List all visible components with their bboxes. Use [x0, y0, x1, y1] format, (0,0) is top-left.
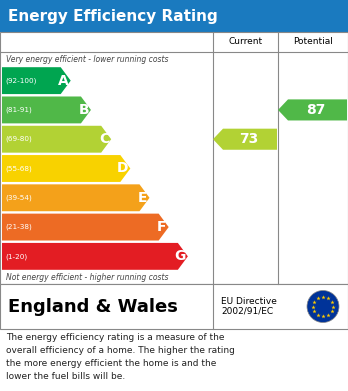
Bar — [0, 0, 348, 32]
Polygon shape — [2, 155, 130, 182]
Text: E: E — [138, 191, 148, 205]
Text: Very energy efficient - lower running costs: Very energy efficient - lower running co… — [6, 54, 168, 63]
Polygon shape — [2, 213, 169, 240]
Text: 87: 87 — [306, 103, 326, 117]
Polygon shape — [213, 129, 277, 150]
Text: 73: 73 — [239, 132, 258, 146]
Polygon shape — [2, 243, 188, 270]
Text: A: A — [58, 74, 69, 88]
Text: F: F — [157, 220, 167, 234]
Text: England & Wales: England & Wales — [8, 298, 178, 316]
Text: D: D — [117, 161, 128, 176]
Bar — [0, 284, 348, 329]
Polygon shape — [2, 67, 71, 94]
Text: Not energy efficient - higher running costs: Not energy efficient - higher running co… — [6, 273, 168, 282]
Text: Current: Current — [228, 38, 262, 47]
Text: EU Directive: EU Directive — [221, 297, 277, 306]
Text: Energy Efficiency Rating: Energy Efficiency Rating — [8, 9, 218, 23]
Polygon shape — [2, 97, 91, 124]
Bar — [0, 32, 348, 284]
Text: (21-38): (21-38) — [5, 224, 32, 230]
Text: G: G — [174, 249, 186, 264]
Text: (1-20): (1-20) — [5, 253, 27, 260]
Text: (69-80): (69-80) — [5, 136, 32, 142]
Text: (92-100): (92-100) — [5, 77, 37, 84]
Text: (81-91): (81-91) — [5, 107, 32, 113]
Text: 2002/91/EC: 2002/91/EC — [221, 307, 273, 316]
Text: (55-68): (55-68) — [5, 165, 32, 172]
Text: C: C — [99, 132, 109, 146]
Text: Potential: Potential — [293, 38, 333, 47]
Polygon shape — [2, 126, 111, 152]
Text: The energy efficiency rating is a measure of the
overall efficiency of a home. T: The energy efficiency rating is a measur… — [6, 333, 235, 380]
Text: B: B — [78, 103, 89, 117]
Circle shape — [307, 291, 339, 323]
Text: (39-54): (39-54) — [5, 195, 32, 201]
Polygon shape — [2, 184, 150, 211]
Polygon shape — [278, 99, 347, 120]
